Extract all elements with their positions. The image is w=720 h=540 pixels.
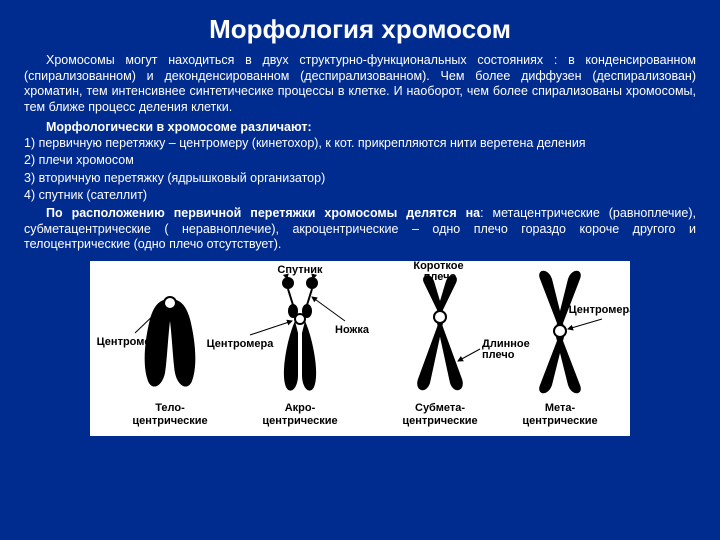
label-centromere-2: Центромера (207, 338, 275, 350)
svg-text:центрические: центрические (402, 415, 477, 427)
arrow-long-arm (458, 349, 480, 361)
subheading-morphology: Морфологически в хромосоме различают: (24, 120, 696, 134)
label-satellite: Спутник (277, 264, 323, 276)
svg-text:центрические: центрические (522, 415, 597, 427)
label-short-arm: Короткое плечо (413, 261, 466, 283)
list-item-3: 3) вторичную перетяжку (ядрышковый орган… (24, 171, 696, 187)
classification-lead: По расположению первичной перетяжки хром… (46, 206, 480, 220)
svg-text:Мета-: Мета- (545, 402, 576, 414)
metacentric-icon (539, 271, 581, 394)
svg-text:Тело-: Тело- (155, 402, 185, 414)
svg-text:Субмета-: Субмета- (415, 402, 465, 414)
label-stalk: Ножка (335, 324, 370, 336)
label-long-arm: Длинное плечо (482, 338, 533, 361)
caption-acro: Акро- центрические (262, 402, 337, 427)
arrow-stalk (312, 297, 345, 321)
arrow-centromere-acro (250, 321, 292, 335)
arrow-centromere-meta (568, 319, 602, 329)
classification-paragraph: По расположению первичной перетяжки хром… (24, 206, 696, 253)
svg-text:центрические: центрические (132, 415, 207, 427)
acrocentric-icon (282, 277, 318, 391)
intro-paragraph: Хромосомы могут находиться в двух структ… (24, 53, 696, 116)
submetacentric-icon (417, 275, 463, 390)
caption-telo: Тело- центрические (132, 402, 207, 427)
caption-submeta: Субмета- центрические (402, 402, 477, 427)
svg-text:Акро-: Акро- (285, 402, 316, 414)
caption-meta: Мета- центрические (522, 402, 597, 427)
list-item-2: 2) плечи хромосом (24, 153, 696, 169)
svg-text:центрические: центрические (262, 415, 337, 427)
label-centromere-3: Центромера (569, 304, 630, 316)
list-item-4: 4) спутник (сателлит) (24, 188, 696, 204)
label-centromere-1: Центромера (97, 336, 165, 348)
list-item-1: 1) первичную перетяжку – центромеру (кин… (24, 136, 696, 152)
page-title: Морфология хромосом (24, 14, 696, 45)
chromosome-figure: Центромера Спутник (90, 261, 630, 436)
